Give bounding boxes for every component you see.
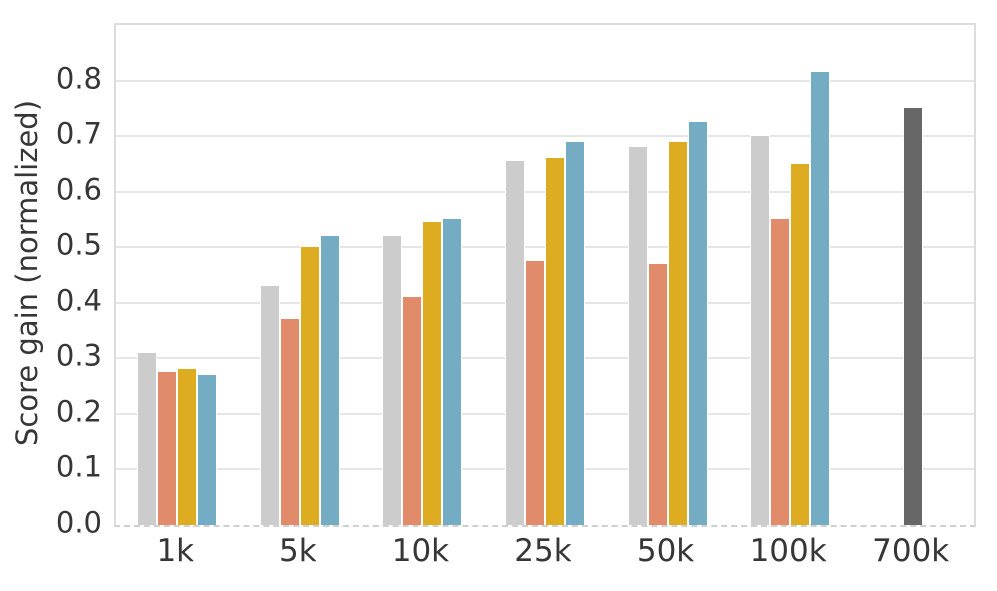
y-tick-label: 0.0: [55, 505, 102, 540]
y-tick-label: 0.3: [55, 338, 102, 373]
y-tick-label: 0.5: [55, 227, 102, 262]
bar-gold-5k: [299, 246, 320, 525]
bar-gray-5k: [259, 285, 280, 525]
bar-gray-10k: [382, 235, 403, 525]
bar-salmon-1k: [157, 371, 178, 525]
bar-gold-100k: [790, 162, 811, 525]
y-tick-label: 0.6: [55, 172, 102, 207]
bar-blue-1k: [197, 374, 218, 525]
bar-salmon-50k: [647, 262, 668, 525]
x-tick-label: 5k: [279, 533, 317, 569]
bar-blue-10k: [442, 218, 463, 525]
x-tick-label: 50k: [636, 533, 695, 569]
y-tick-label: 0.1: [55, 449, 102, 484]
bar-gold-25k: [545, 157, 565, 525]
bar-gold-1k: [177, 368, 198, 525]
bar-gray-25k: [505, 160, 525, 525]
y-tick-label: 0.4: [55, 283, 102, 318]
bar-dark-reference-700k: [902, 107, 923, 525]
gridline: [116, 79, 974, 82]
bar-salmon-10k: [402, 296, 423, 525]
bar-gray-50k: [627, 146, 648, 525]
plot-area: [114, 23, 976, 527]
bar-gray-100k: [750, 135, 771, 525]
bar-gray-1k: [137, 351, 158, 525]
bar-blue-50k: [687, 121, 708, 525]
bar-salmon-5k: [279, 318, 300, 525]
y-axis-title: Score gain (normalized): [10, 99, 44, 447]
bar-blue-25k: [565, 140, 585, 525]
y-tick-label: 0.2: [55, 394, 102, 429]
bar-salmon-25k: [525, 260, 545, 525]
bar-blue-100k: [810, 71, 831, 525]
x-tick-label: 25k: [514, 533, 572, 569]
x-tick-label: 100k: [749, 533, 827, 569]
x-tick-label: 700k: [872, 533, 950, 569]
bar-salmon-100k: [770, 218, 791, 525]
y-tick-label: 0.8: [55, 61, 102, 96]
bar-blue-5k: [319, 235, 340, 525]
y-tick-label: 0.7: [55, 116, 102, 151]
x-tick-label: 1k: [156, 533, 195, 569]
bar-gold-10k: [422, 221, 443, 525]
x-tick-label: 10k: [391, 533, 450, 569]
bar-gold-50k: [667, 140, 688, 525]
gridline: [116, 135, 974, 138]
